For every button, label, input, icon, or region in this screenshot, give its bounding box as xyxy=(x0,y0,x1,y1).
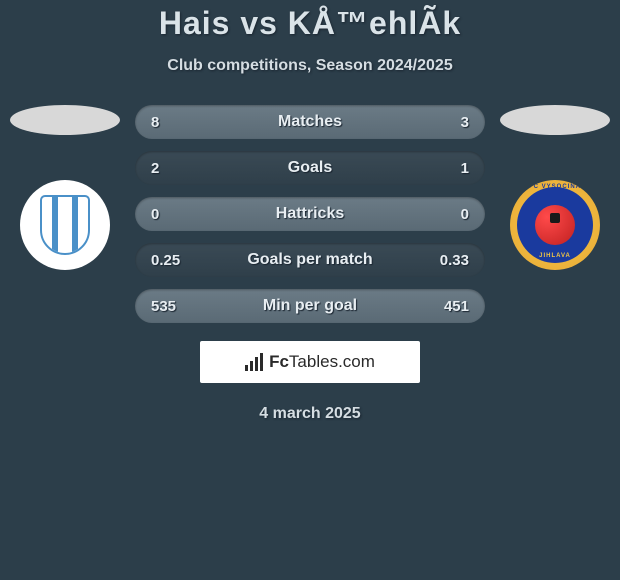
date-label: 4 march 2025 xyxy=(0,405,620,423)
left-side xyxy=(5,105,125,270)
stat-right-value: 0 xyxy=(461,206,469,223)
stat-bar-min-per-goal: 535 Min per goal 451 xyxy=(135,289,485,323)
stat-left-value: 2 xyxy=(151,160,159,177)
stat-left-value: 0.25 xyxy=(151,252,180,269)
stat-bar-hattricks: 0 Hattricks 0 xyxy=(135,197,485,231)
stat-right-value: 0.33 xyxy=(440,252,469,269)
stat-right-value: 1 xyxy=(461,160,469,177)
left-club-logo xyxy=(20,180,110,270)
left-logo-shield xyxy=(35,190,95,260)
right-ellipse xyxy=(500,105,610,135)
stat-bar-matches: 8 Matches 3 xyxy=(135,105,485,139)
brand-bar xyxy=(260,353,263,371)
main-row: 8 Matches 3 2 Goals 1 0 Hattricks 0 0.25… xyxy=(0,105,620,323)
stat-right-value: 451 xyxy=(444,298,469,315)
stat-bar-goals: 2 Goals 1 xyxy=(135,151,485,185)
bar-chart-icon xyxy=(245,353,263,371)
logo-ring-text-bottom: JIHLAVA xyxy=(517,253,593,259)
right-club-logo: FC VYSOCINA JIHLAVA xyxy=(510,180,600,270)
brand-text: FcTables.com xyxy=(269,352,375,372)
left-ellipse xyxy=(10,105,120,135)
brand-bar xyxy=(245,365,248,371)
page-title: Hais vs KÅ™ehlÃk xyxy=(0,5,620,42)
stat-left-value: 535 xyxy=(151,298,176,315)
stat-left-value: 8 xyxy=(151,114,159,131)
stat-left-value: 0 xyxy=(151,206,159,223)
stat-label: Min per goal xyxy=(263,297,357,315)
brand-bar xyxy=(250,361,253,371)
stats-column: 8 Matches 3 2 Goals 1 0 Hattricks 0 0.25… xyxy=(125,105,495,323)
shield-icon xyxy=(40,195,90,255)
stat-bar-goals-per-match: 0.25 Goals per match 0.33 xyxy=(135,243,485,277)
infographic-container: Hais vs KÅ™ehlÃk Club competitions, Seas… xyxy=(0,0,620,423)
brand-bar xyxy=(255,357,258,371)
stat-label: Goals xyxy=(288,159,332,177)
stat-label: Goals per match xyxy=(247,251,372,269)
right-logo-inner: JIHLAVA xyxy=(517,187,593,263)
stat-label: Matches xyxy=(278,113,342,131)
stat-right-value: 3 xyxy=(461,114,469,131)
ball-icon xyxy=(535,205,575,245)
stat-label: Hattricks xyxy=(276,205,344,223)
brand-badge: FcTables.com xyxy=(200,341,420,383)
right-side: FC VYSOCINA JIHLAVA xyxy=(495,105,615,270)
subtitle: Club competitions, Season 2024/2025 xyxy=(0,57,620,75)
